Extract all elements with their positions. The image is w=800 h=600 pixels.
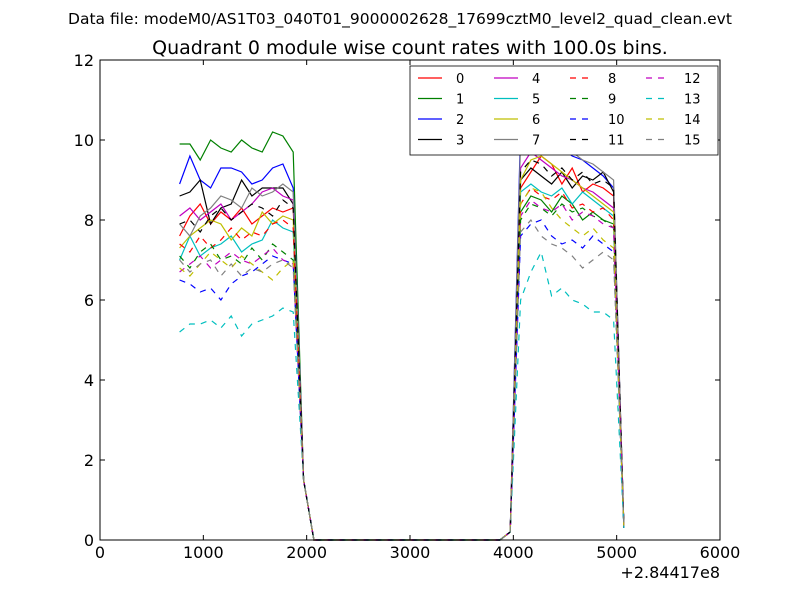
series-layer (179, 115, 625, 541)
legend-label-6: 6 (532, 113, 540, 128)
legend-label-2: 2 (456, 113, 464, 128)
x-tick-label: 2000 (286, 543, 327, 562)
series-line-6 (179, 155, 625, 541)
series-line-9 (179, 203, 625, 541)
legend-label-11: 11 (608, 134, 625, 149)
chart-title: Quadrant 0 module wise count rates with … (152, 37, 668, 59)
series-line-14 (179, 187, 625, 541)
legend-label-15: 15 (684, 134, 701, 149)
y-tick-label: 12 (74, 51, 94, 70)
y-tick-label: 2 (84, 451, 94, 470)
series-line-12 (179, 199, 625, 541)
legend-label-10: 10 (608, 113, 625, 128)
x-tick-label: 5000 (596, 543, 637, 562)
legend-label-13: 13 (684, 93, 701, 108)
series-line-2 (179, 115, 625, 541)
x-axis-offset-label: +2.84417e8 (620, 563, 720, 582)
y-tick-label: 0 (84, 531, 94, 550)
x-tick-label: 3000 (390, 543, 431, 562)
series-line-5 (179, 183, 625, 541)
legend-label-4: 4 (532, 72, 540, 87)
legend-label-7: 7 (532, 134, 540, 149)
x-tick-label: 0 (95, 543, 105, 562)
x-tick-label: 1000 (183, 543, 224, 562)
legend-label-5: 5 (532, 93, 540, 108)
legend-label-1: 1 (456, 93, 464, 108)
y-tick-label: 6 (84, 291, 94, 310)
legend-label-0: 0 (456, 72, 464, 87)
series-line-0 (179, 155, 625, 541)
legend-label-9: 9 (608, 93, 616, 108)
legend-label-8: 8 (608, 72, 616, 87)
series-line-3 (179, 167, 625, 541)
figure-suptitle: Data file: modeM0/AS1T03_040T01_90000026… (68, 10, 732, 29)
series-line-8 (179, 187, 625, 541)
y-tick-label: 8 (84, 211, 94, 230)
legend-label-12: 12 (684, 72, 701, 87)
legend-label-3: 3 (456, 134, 464, 149)
legend-label-14: 14 (684, 113, 701, 128)
series-line-4 (179, 151, 625, 541)
series-line-11 (179, 159, 625, 541)
legend-box (409, 65, 719, 156)
series-line-15 (179, 218, 625, 541)
series-line-1 (179, 131, 625, 541)
x-tick-label: 4000 (493, 543, 534, 562)
y-tick-label: 10 (74, 131, 94, 150)
y-tick-label: 4 (84, 371, 94, 390)
x-tick-label: 6000 (700, 543, 741, 562)
series-line-10 (179, 219, 625, 541)
series-line-13 (179, 250, 625, 541)
